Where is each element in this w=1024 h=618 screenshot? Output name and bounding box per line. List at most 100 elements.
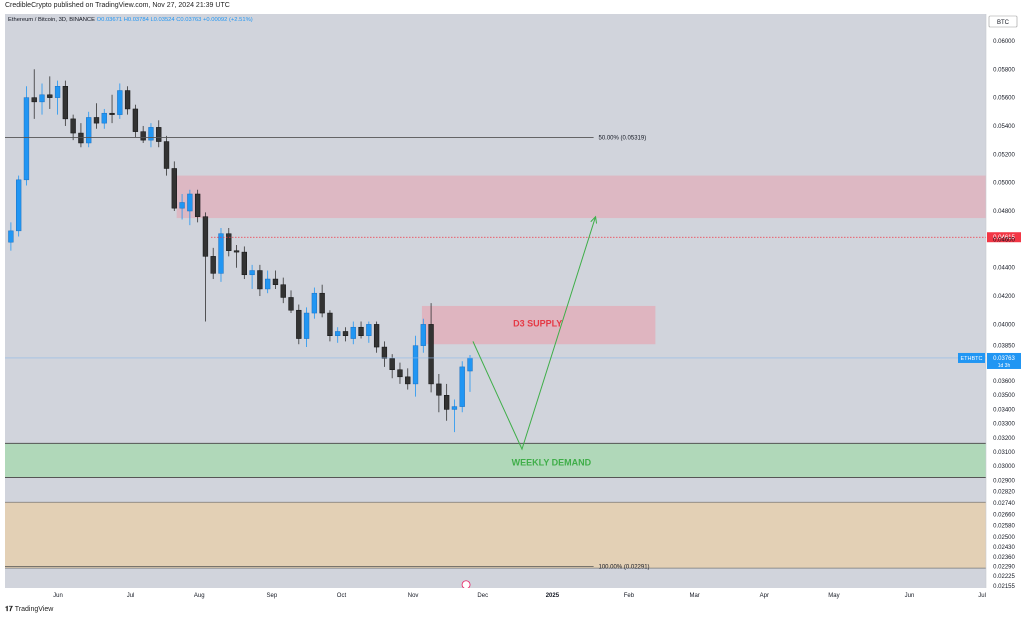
candle[interactable] — [280, 277, 286, 304]
time-tick: Oct — [337, 593, 347, 599]
candle[interactable] — [428, 303, 434, 393]
candle-body — [210, 256, 216, 274]
candle-body — [428, 324, 434, 385]
chart-container[interactable]: 50.00% (0.05319) 100.00% (0.02291) D3 SUPP… — [0, 14, 1024, 604]
candle[interactable] — [405, 368, 411, 390]
candle[interactable] — [163, 135, 170, 176]
price-tick: 0.02900 — [993, 478, 1015, 484]
candle[interactable] — [78, 123, 84, 148]
candle-body — [226, 233, 232, 251]
candle[interactable] — [420, 318, 426, 353]
candle[interactable] — [54, 80, 61, 115]
candle-body — [148, 127, 154, 141]
ohlc-close: C0.03763 — [176, 17, 203, 23]
candle[interactable] — [171, 161, 177, 212]
candle[interactable] — [272, 270, 279, 289]
candle[interactable] — [39, 83, 45, 115]
candle[interactable] — [265, 270, 271, 294]
candle[interactable] — [16, 175, 22, 237]
candle-body — [373, 324, 380, 348]
candle[interactable] — [381, 341, 388, 367]
candle[interactable] — [124, 86, 131, 115]
candle[interactable] — [451, 399, 458, 433]
candle[interactable] — [210, 247, 216, 280]
price-tick: 0.02360 — [993, 555, 1015, 561]
candle[interactable] — [443, 383, 450, 421]
event-marker-icon[interactable] — [461, 580, 471, 590]
currency-box[interactable] — [988, 15, 1018, 28]
candle[interactable] — [350, 321, 356, 345]
candle[interactable] — [179, 193, 185, 220]
candle[interactable] — [8, 222, 14, 251]
candle-body — [381, 346, 388, 359]
candle-body — [436, 383, 442, 396]
candle[interactable] — [148, 123, 154, 148]
candle[interactable] — [373, 321, 380, 353]
candle[interactable] — [459, 361, 465, 413]
candle[interactable] — [241, 246, 247, 280]
candle[interactable] — [342, 327, 349, 342]
price-tick: 0.04400 — [993, 266, 1015, 272]
candle[interactable] — [412, 335, 419, 397]
time-tick: Feb — [624, 593, 635, 599]
price-tick: 0.05400 — [993, 124, 1015, 130]
candle[interactable] — [319, 284, 325, 318]
candle-body — [319, 292, 325, 314]
time-axis[interactable] — [0, 588, 1024, 604]
price-tick: 0.03500 — [993, 393, 1015, 399]
candlestick-chart[interactable]: 50.00% (0.05319) 100.00% (0.02291) D3 SUPP… — [0, 14, 1024, 604]
candle[interactable] — [303, 307, 310, 348]
candle-body — [70, 118, 76, 134]
candle[interactable] — [101, 108, 107, 129]
time-tick: Aug — [194, 593, 205, 599]
candle-body — [342, 331, 349, 336]
candle[interactable] — [140, 125, 146, 143]
candle-body — [327, 312, 333, 336]
price-axis[interactable] — [986, 14, 1024, 588]
price-tick: 0.02740 — [993, 501, 1015, 507]
candle[interactable] — [311, 287, 318, 319]
price-tick: 0.02430 — [993, 545, 1015, 551]
candle[interactable] — [47, 76, 53, 109]
candle[interactable] — [23, 86, 30, 186]
candle-body — [405, 376, 411, 385]
candle[interactable] — [296, 304, 302, 345]
candle[interactable] — [226, 228, 232, 257]
candle[interactable] — [202, 212, 209, 322]
candle[interactable] — [397, 362, 403, 384]
symbol-name: Ethereum / Bitcoin, 3D, BINANCE — [8, 17, 97, 23]
candle[interactable] — [358, 321, 364, 339]
price-tick: 0.04600 — [993, 237, 1015, 243]
candle[interactable] — [70, 114, 76, 141]
countdown-label: 1d 3h — [998, 363, 1011, 369]
candle[interactable] — [93, 103, 100, 129]
ohlc-open: O0.03671 — [97, 17, 124, 23]
plot-area[interactable] — [5, 14, 986, 588]
ohlc-high: H0.03784 — [124, 17, 151, 23]
d3-supply-label: D3 SUPPLY — [513, 319, 562, 329]
candle[interactable] — [31, 69, 37, 119]
candle[interactable] — [62, 80, 69, 126]
candle[interactable] — [327, 310, 333, 342]
candle[interactable] — [249, 264, 255, 289]
candle[interactable] — [288, 290, 294, 314]
candle-body — [117, 90, 123, 115]
red-price-tag — [987, 232, 1021, 243]
candle[interactable] — [187, 189, 193, 226]
candle-body — [443, 394, 450, 410]
candle[interactable] — [132, 104, 139, 138]
candle[interactable] — [257, 264, 263, 297]
ohlc-change: +0.00092 (+2.51%) — [203, 17, 253, 23]
candle[interactable] — [335, 327, 341, 343]
tradingview-logo[interactable]: 𝟏𝟕 TradingView — [5, 606, 53, 614]
projection-arrowhead — [590, 215, 598, 224]
price-tick: 0.02660 — [993, 512, 1015, 518]
candle[interactable] — [366, 321, 372, 343]
candle[interactable] — [156, 120, 162, 148]
candle[interactable] — [117, 83, 123, 119]
candle[interactable] — [194, 189, 201, 223]
candle[interactable] — [109, 94, 115, 124]
candle[interactable] — [86, 111, 92, 148]
candle[interactable] — [233, 245, 240, 268]
candle[interactable] — [436, 373, 442, 413]
